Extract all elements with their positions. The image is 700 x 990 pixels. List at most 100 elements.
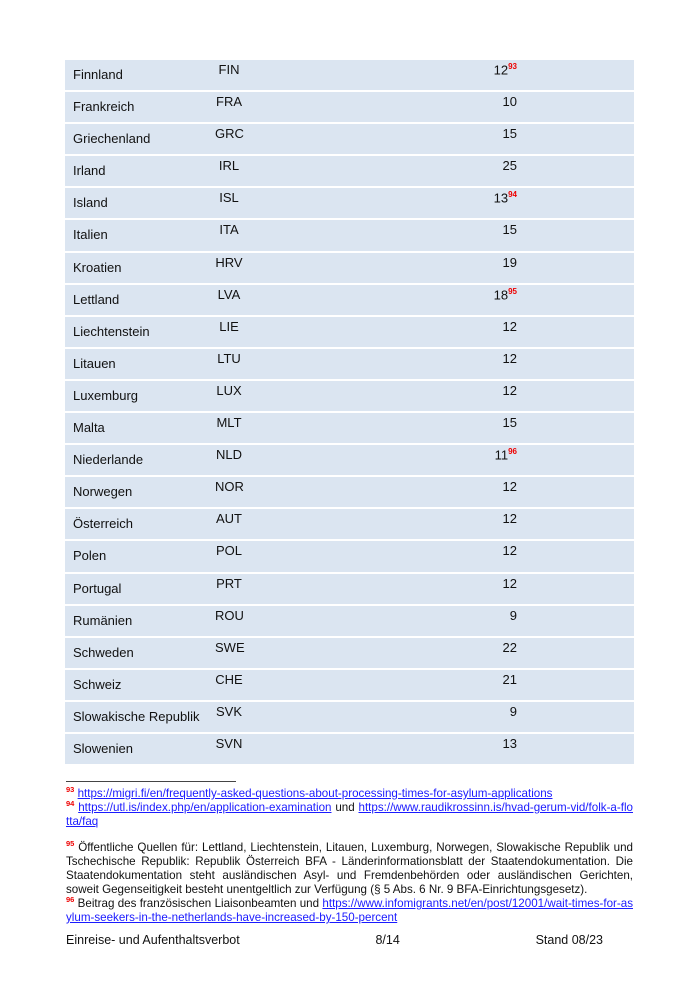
value: 12 [502,511,517,527]
value: 1895 [493,286,517,302]
country-name: Polen [73,548,107,564]
country-code: IRL [218,158,240,174]
country-name: Frankreich [73,99,135,115]
table-row: Portugal PRT 12 [65,573,634,606]
country-table: Finnland FIN 1293 Frankreich FRA 10 Griech… [65,60,634,767]
footnote-93: 93 https://migri.fi/en/frequently-asked-… [66,785,553,800]
country-name: Rumänien [73,612,133,628]
country-name: Kroatien [73,259,122,275]
country-name: Lettland [73,291,120,307]
country-name: Niederlande [73,452,144,468]
footnote-link[interactable]: https://www.infomigrants.net/en/post/120… [66,897,633,924]
country-name: Norwegen [73,484,133,500]
table-row: Norwegen NOR 12 [65,477,634,510]
value: 12 [502,543,517,559]
value: 1394 [493,190,517,206]
value: 10 [502,94,517,110]
value: 13 [502,735,517,751]
value: 15 [502,126,517,142]
country-name: Österreich [73,516,133,532]
value: 12 [502,318,517,334]
country-code: NOR [215,479,244,495]
country-code: SVK [215,703,242,719]
country-name: Schweiz [73,676,122,692]
country-code: SWE [215,639,245,655]
country-code: FIN [218,62,240,77]
table-row: Polen POL 12 [65,541,634,574]
footer-title: Einreise- und Aufenthaltsverbot [66,933,240,947]
footnotes: 93 https://migri.fi/en/frequently-asked-… [66,785,633,925]
table-row: Litauen LTU 12 [65,348,634,381]
country-name: Griechenland [73,131,151,147]
table-row: Griechenland GRC 15 [65,124,634,157]
table-row: Slowakische Republik SVK 9 [65,701,634,734]
footnote-separator [66,781,236,782]
country-code: ISL [219,190,239,206]
table-row: Slowenien SVN 13 [65,733,634,767]
footnote-link[interactable]: https://www.raudikrossinn.is/hvad-gerum-… [66,801,633,828]
country-code: FRA [216,94,242,110]
footnote-94: 94 https://utl.is/index.php/en/applicati… [66,799,633,828]
table-row: Malta MLT 15 [65,413,634,446]
country-name: Slowakische Republik [73,708,200,724]
country-code: POL [215,543,242,559]
country-code: ROU [215,607,244,623]
value: 1293 [493,62,517,78]
country-code: GRC [215,126,244,142]
page-footer: Einreise- und Aufenthaltsverbot 8/14 Sta… [66,933,603,947]
country-code: ITA [219,222,239,238]
country-code: MLT [216,415,242,431]
footnote-ref[interactable]: 94 [508,190,517,200]
footer-stand: Stand 08/23 [535,933,603,947]
value: 15 [502,222,517,238]
table-row: Schweiz CHE 21 [65,669,634,702]
country-code: LTU [217,350,241,366]
country-code: NLD [215,447,242,463]
page-number: 8/14 [375,933,400,947]
country-code: HRV [215,254,243,270]
value: 15 [502,415,517,431]
country-name: Island [73,195,108,211]
page-bottom: 93 https://migri.fi/en/frequently-asked-… [66,781,633,947]
value: 12 [502,382,517,398]
table-row: Island ISL 1394 [65,188,634,221]
table-row: Luxemburg LUX 12 [65,380,634,414]
value: 19 [502,254,517,270]
table-row: Schweden SWE 22 [65,637,634,670]
value: 12 [502,350,517,366]
value: 21 [502,671,517,687]
footnote-ref[interactable]: 96 [508,447,517,457]
value: 9 [509,607,517,623]
country-name: Malta [73,420,105,436]
table-row: Finnland FIN 1293 [65,60,634,93]
country-code: LIE [219,318,239,334]
value: 22 [502,639,517,655]
value: 12 [502,575,517,591]
footnote-link[interactable]: https://migri.fi/en/frequently-asked-que… [77,787,553,800]
country-name: Finnland [73,67,123,82]
country-name: Litauen [73,355,116,371]
country-code: SVN [215,735,243,751]
table-row: Rumänien ROU 9 [65,605,634,638]
value: 9 [509,703,517,719]
value: 1196 [494,447,517,463]
table-row: Liechtenstein LIE 12 [65,316,634,349]
table-row: Italien ITA 15 [65,220,634,253]
table-row: Niederlande NLD 1196 [65,445,634,478]
country-name: Irland [73,163,106,179]
footnote-ref[interactable]: 95 [508,286,517,296]
value: 12 [502,479,517,495]
country-name: Slowenien [73,740,133,756]
country-code: PRT [216,575,242,591]
country-code: CHE [215,671,243,687]
table-row: Lettland LVA 1895 [65,284,634,317]
value: 25 [502,158,517,174]
table-row: Kroatien HRV 19 [65,252,634,285]
footnote-ref[interactable]: 93 [508,62,517,71]
country-code: LUX [216,382,242,398]
footnote-link[interactable]: https://utl.is/index.php/en/application-… [78,801,332,814]
footnote-95: 95 Öffentliche Quellen für: Lettland, Li… [66,839,633,896]
footnote-96: 96 Beitrag des französischen Liaisonbeam… [66,895,633,924]
table-row: Irland IRL 25 [65,156,634,189]
country-name: Schweden [73,644,134,660]
